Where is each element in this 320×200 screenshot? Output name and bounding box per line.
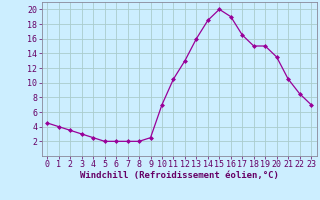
X-axis label: Windchill (Refroidissement éolien,°C): Windchill (Refroidissement éolien,°C) <box>80 171 279 180</box>
